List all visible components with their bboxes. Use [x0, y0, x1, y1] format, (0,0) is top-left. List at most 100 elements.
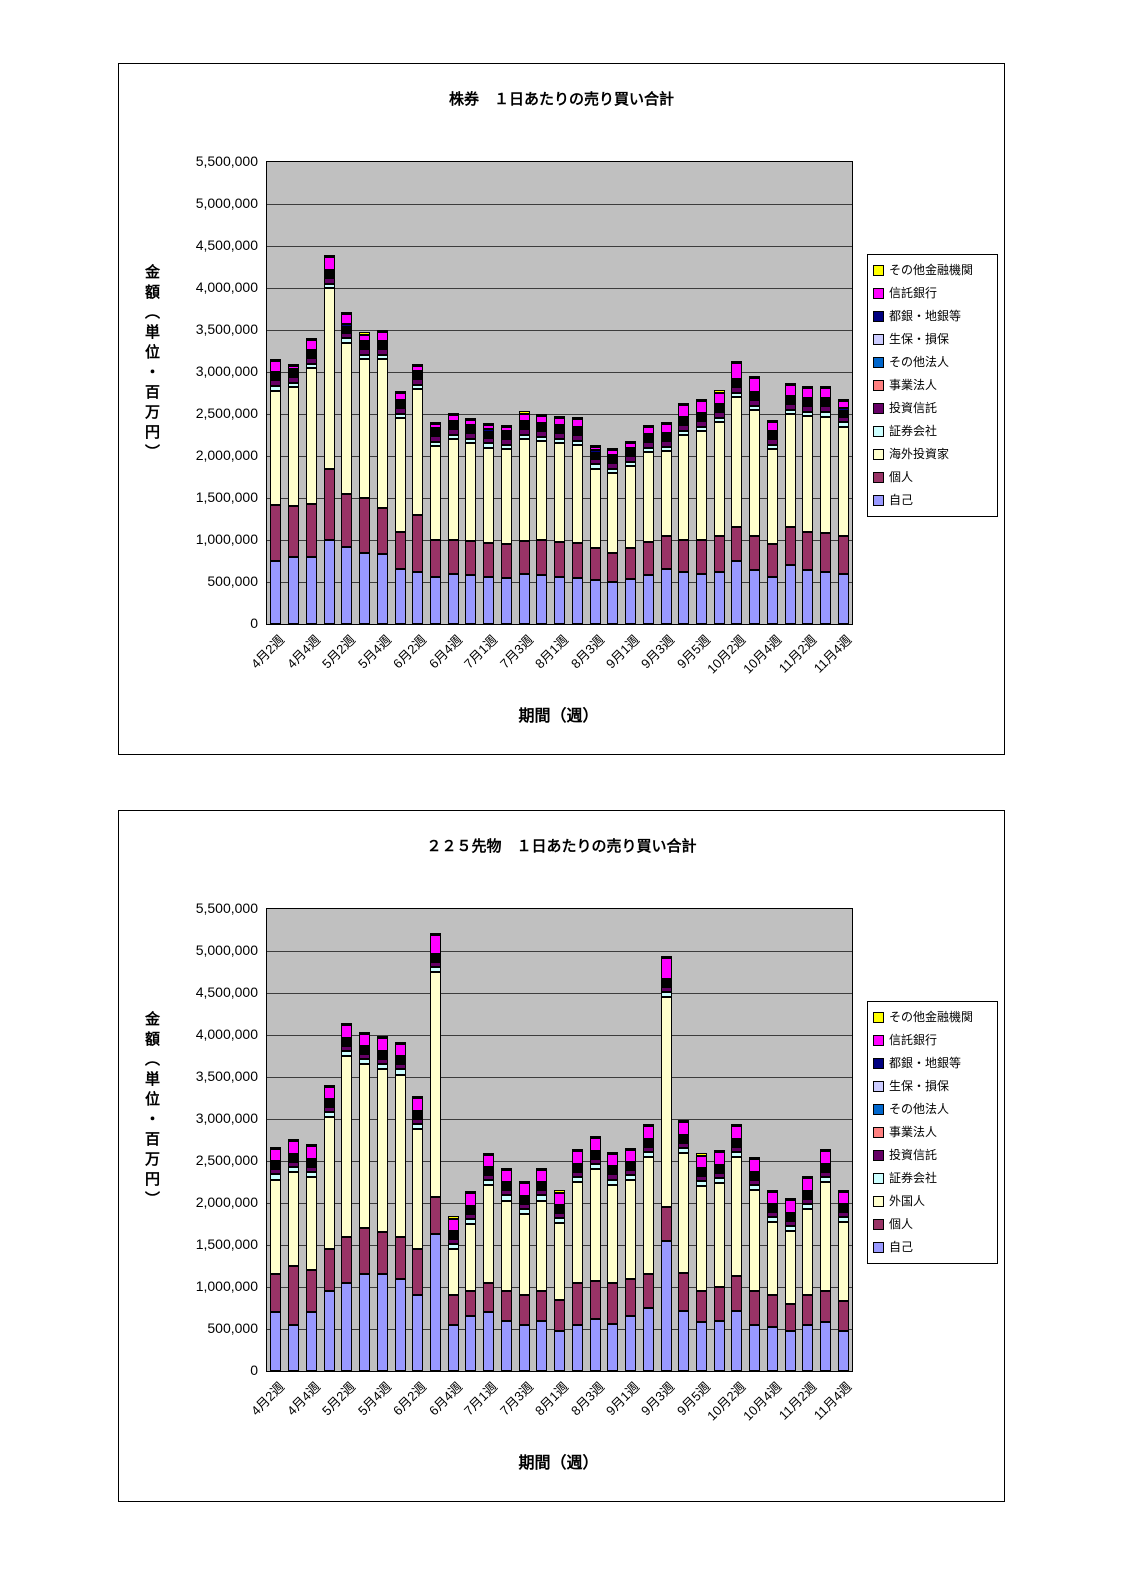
bar-segment [270, 504, 282, 561]
bar-segment [376, 347, 388, 350]
bar-segment [305, 367, 317, 504]
bar-segment [429, 421, 441, 424]
y-axis-tick-label: 2,000,000 [195, 447, 258, 463]
bar-segment [536, 422, 548, 425]
bar-slot [533, 909, 551, 1371]
bar-segment [571, 1176, 583, 1183]
bar-segment [696, 573, 707, 624]
bar-segment [820, 1169, 832, 1172]
bar-segment [749, 1179, 761, 1185]
bar-segment [678, 1140, 690, 1143]
bar-segment [288, 371, 300, 374]
bar-segment [305, 1158, 317, 1161]
bar-segment [607, 450, 619, 455]
bar-segment [749, 1158, 761, 1172]
bar-segment [554, 576, 566, 624]
bar-slot [302, 162, 320, 624]
bar-segment [660, 983, 672, 986]
legend-item: 外国人 [873, 1190, 992, 1213]
bar-segment [412, 1113, 424, 1116]
bar-segment [500, 431, 512, 434]
bar-segment [412, 1111, 424, 1114]
x-axis-tick-label: 4月2週 [248, 1379, 288, 1419]
bar-segment [518, 1195, 530, 1198]
bar-segment [429, 1234, 441, 1371]
bar-segment [429, 435, 441, 442]
stacked-bar [589, 909, 601, 1371]
x-axis-tick-label: 5月4週 [354, 632, 394, 672]
stacked-bar [749, 162, 761, 624]
bar-segment [305, 1144, 317, 1147]
bar-segment [731, 1126, 743, 1139]
bar-slot [675, 162, 693, 624]
stacked-bar [642, 909, 654, 1371]
bar-slot [373, 162, 391, 624]
legend-swatch-icon [873, 1035, 884, 1046]
bar-segment [270, 1148, 282, 1162]
bar-segment [678, 416, 690, 419]
bar-segment [696, 426, 707, 431]
bar-segment [784, 384, 796, 396]
bar-segment [642, 1156, 654, 1275]
bar-segment [625, 452, 637, 455]
bar-segment [749, 393, 761, 396]
legend-item: 個人 [873, 466, 992, 489]
x-axis-tick-label: 11月4週 [811, 1379, 855, 1423]
bar-segment [288, 375, 300, 378]
bar-segment [483, 1154, 495, 1168]
bar-segment [270, 378, 282, 381]
bar-segment [589, 580, 601, 624]
x-axis-tick-label: 9月1週 [602, 632, 643, 672]
bar-segment [536, 430, 548, 437]
x-axis-tick-label: 9月3週 [638, 1379, 678, 1419]
stacked-bar [820, 162, 832, 624]
bar-segment [376, 1058, 388, 1064]
bar-segment [660, 436, 672, 439]
bar-slot [551, 909, 569, 1371]
bar-segment [784, 1218, 796, 1221]
bar-segment [749, 376, 761, 379]
bar-segment [323, 1117, 335, 1250]
bar-segment [749, 397, 761, 400]
plot-area [266, 908, 853, 1372]
bar-segment [589, 1156, 601, 1159]
y-axis-tick-label: 4,500,000 [195, 984, 258, 1000]
bar-segment [713, 404, 725, 407]
legend-swatch-icon [873, 265, 884, 276]
legend-label: 事業法人 [889, 378, 938, 392]
bar-segment [571, 419, 583, 427]
gridline [267, 204, 852, 205]
bar-segment [642, 439, 654, 442]
chart-title: ２２５先物 １日あたりの売り買い合計 [426, 838, 697, 855]
bar-segment [465, 1209, 477, 1212]
bar-segment [305, 503, 317, 557]
bar-segment [642, 1142, 654, 1145]
bar-segment [500, 435, 512, 438]
bar-segment [589, 1163, 601, 1169]
bar-segment [749, 1177, 761, 1180]
bar-segment [323, 540, 335, 624]
bar-segment [642, 1144, 654, 1147]
bar-segment [589, 1150, 601, 1153]
bar-segment [784, 403, 796, 410]
bar-segment [678, 1119, 690, 1122]
bar-segment [288, 1159, 300, 1162]
bar-segment [625, 1278, 637, 1317]
bar-segment [660, 997, 672, 1208]
bar-segment [731, 1124, 743, 1127]
bar-segment [359, 1059, 371, 1065]
bar-segment [429, 445, 441, 541]
bar-segment [766, 433, 778, 436]
bar-segment [341, 342, 353, 494]
legend-label: 証券会社 [889, 1171, 938, 1185]
bar-segment [270, 1312, 282, 1371]
bar-segment [713, 1170, 725, 1173]
bar-segment [642, 1126, 654, 1139]
bar-segment [713, 1168, 725, 1171]
bar-slot [515, 909, 533, 1371]
bar-segment [820, 400, 832, 403]
bar-segment [837, 1212, 849, 1218]
bar-segment [270, 1161, 282, 1164]
bar-segment [500, 439, 512, 446]
bar-segment [447, 1216, 459, 1219]
